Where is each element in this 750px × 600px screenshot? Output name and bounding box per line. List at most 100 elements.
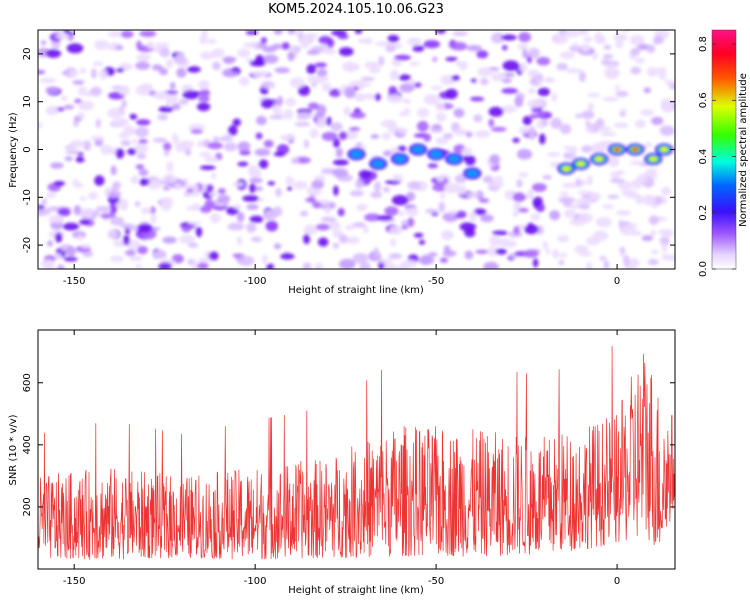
spectrogram-cell: [262, 54, 279, 64]
snr-frame: [37, 329, 676, 570]
spectrogram-cell: [50, 162, 64, 169]
spectrogram-cell: [578, 251, 593, 257]
spectrogram-cell: [135, 61, 151, 70]
spectrogram-cell: [480, 78, 489, 86]
spectrogram-cell: [401, 259, 418, 268]
spectrogram-cell: [257, 197, 265, 203]
spectrogram-cell: [575, 113, 583, 119]
spectrogram-cell: [418, 255, 435, 265]
spectrogram-cell: [352, 222, 366, 228]
spectrogram-cell: [517, 172, 529, 178]
spectrogram-cell: [344, 87, 356, 99]
spectrogram-cell: [595, 35, 607, 45]
spectrogram-cell: [478, 198, 490, 203]
spectrogram-cell: [289, 47, 295, 53]
spectrogram-cell: [53, 180, 66, 187]
spectrogram-cell: [427, 252, 438, 257]
spectrogram-cell: [563, 30, 580, 38]
spectrogram-cell: [249, 215, 264, 223]
spectrogram-cell: [303, 233, 311, 245]
colorbar-tick-label: 0.4: [698, 149, 709, 165]
spectrogram-cell: [92, 210, 100, 217]
spectrogram-cell: [531, 183, 547, 192]
spectrogram-cell: [75, 156, 85, 163]
spectrogram-cell: [466, 45, 483, 52]
spectrogram-cell: [616, 210, 632, 216]
spectrogram-cell: [188, 221, 202, 226]
signal-point: [448, 155, 461, 163]
spectrogram-cell: [599, 140, 614, 146]
spectrogram-cell: [126, 249, 136, 257]
spectrogram-cell: [516, 179, 523, 188]
spectrogram-cell: [328, 221, 341, 231]
spectrogram-cell: [565, 68, 583, 74]
spectrogram-cell: [174, 183, 182, 190]
spectrogram-cell: [67, 34, 74, 42]
spectrogram-cell: [237, 236, 243, 246]
spectrogram-cell: [423, 94, 441, 105]
spectrogram-cell: [435, 136, 449, 145]
spectrogram-cell: [249, 183, 256, 194]
spectrogram-cell: [602, 204, 615, 209]
spectrogram-cell: [461, 147, 473, 156]
spectrogram-cell: [300, 39, 310, 49]
spectrogram-cell: [405, 207, 419, 217]
spectrogram-cell: [442, 212, 460, 222]
spectrogram-cell: [206, 39, 217, 44]
spectrogram-cell: [115, 45, 124, 50]
spectrogram-cell: [441, 231, 453, 240]
spectrogram-cell: [199, 90, 211, 96]
signal-point-core: [660, 147, 668, 152]
spectrogram-cell: [94, 175, 105, 186]
spectrogram-cell: [249, 177, 263, 184]
colorbar-tick-label: 0.8: [698, 36, 709, 52]
spectrogram-cell: [615, 170, 626, 176]
spectrogram-cell: [623, 30, 630, 33]
snr-y-label: SNR (10 * v/v): [8, 414, 19, 485]
spectrogram-cell: [337, 34, 349, 40]
spectrogram-cell: [412, 45, 425, 52]
spectrogram-cell: [524, 224, 539, 235]
spectrogram-cell: [517, 43, 529, 51]
colorbar-frame: [711, 29, 737, 270]
spectrogram-cell: [73, 182, 84, 188]
spectrogram-cell: [226, 206, 239, 216]
spectrogram-cell: [443, 133, 454, 139]
spectrogram-cell: [578, 203, 591, 210]
spectrogram-cell: [320, 216, 337, 223]
spectrogram-cell: [137, 223, 153, 233]
spectrogram-cell: [92, 61, 104, 66]
spectrogram-cell: [493, 175, 504, 184]
spectrogram-cell: [53, 30, 67, 34]
colorbar-gradient: [712, 30, 736, 269]
spectrogram-cell: [80, 207, 96, 219]
spectrogram-cell: [516, 148, 533, 160]
spectrogram-cell: [339, 131, 348, 140]
spectrogram-cell: [206, 184, 214, 193]
spectrogram-cell: [447, 210, 459, 215]
spectrogram-cell: [150, 206, 156, 215]
spectrogram-cell: [407, 217, 414, 228]
spectrogram-cell: [658, 70, 667, 80]
spectrogram-cell: [113, 240, 126, 248]
spectrogram-cell: [532, 258, 539, 268]
spectrogram-cell: [305, 32, 319, 38]
spectrogram-cell: [108, 203, 118, 215]
spectrogram-cell: [455, 61, 469, 66]
spectrogram-cell: [357, 145, 367, 150]
spectrogram-cell: [577, 190, 593, 195]
spectrogram-cell: [552, 249, 559, 259]
spectrogram-cell: [376, 215, 394, 221]
spectrogram-cell: [578, 71, 586, 82]
spectrogram-cell: [664, 79, 675, 86]
spectrogram-cell: [374, 181, 381, 193]
spectrogram-cell: [665, 254, 675, 261]
spectrogram-cell: [652, 36, 663, 45]
spectrogram-cell: [105, 186, 110, 198]
spectrogram-cell: [186, 188, 194, 193]
spectrogram-cell: [333, 138, 340, 148]
spectrogram-cell: [138, 83, 154, 93]
spectrogram-cell: [187, 242, 199, 248]
spectrogram-cell: [650, 229, 656, 237]
spectrogram-cell: [518, 126, 530, 134]
